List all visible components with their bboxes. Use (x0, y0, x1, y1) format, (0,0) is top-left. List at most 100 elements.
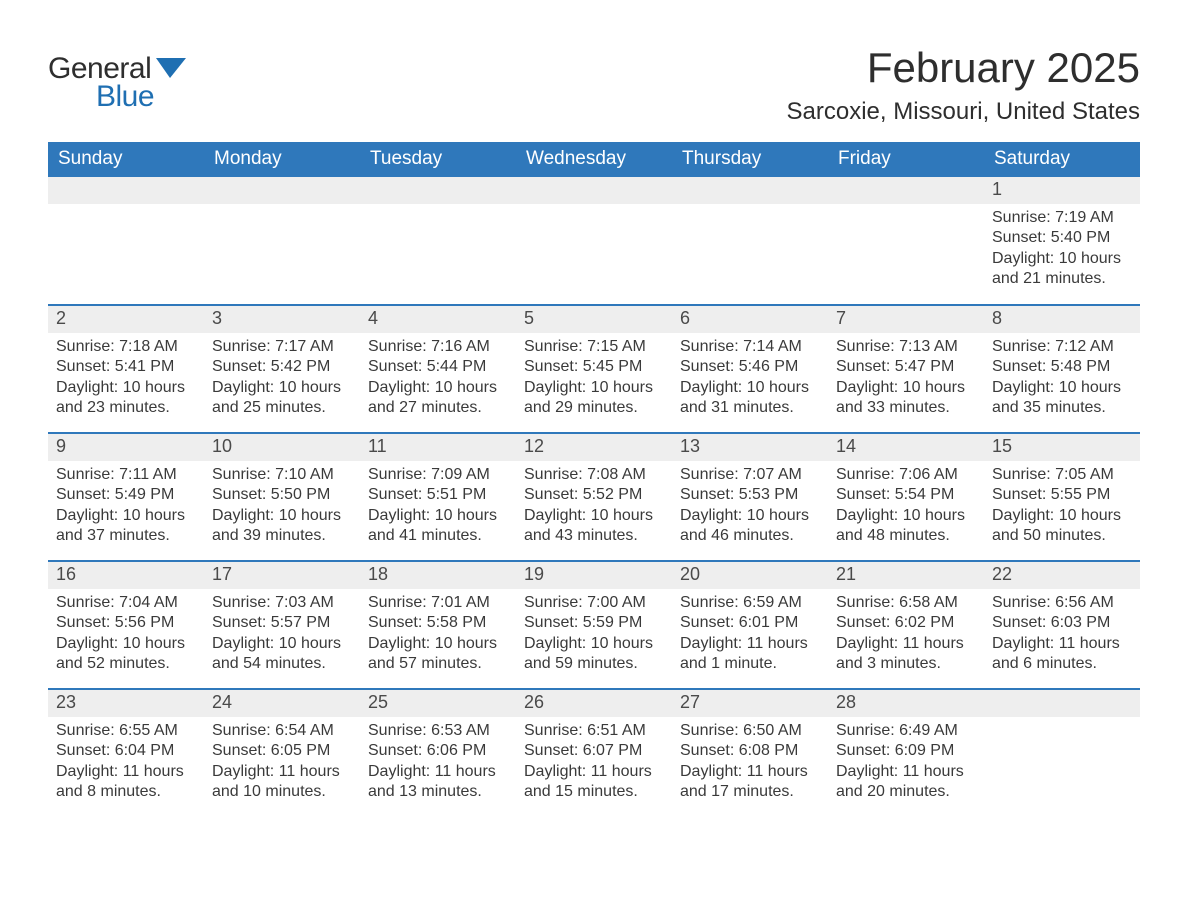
sunset-line: Sunset: 5:42 PM (212, 357, 352, 377)
sunrise-line: Sunrise: 7:10 AM (212, 465, 352, 485)
day-number-bar: 3 (204, 306, 360, 333)
sunset-line: Sunset: 5:51 PM (368, 485, 508, 505)
sunset-line: Sunset: 5:46 PM (680, 357, 820, 377)
weekday-header-row: SundayMondayTuesdayWednesdayThursdayFrid… (48, 142, 1140, 177)
calendar-day-cell: 17Sunrise: 7:03 AMSunset: 5:57 PMDayligh… (204, 561, 360, 689)
weekday-header: Tuesday (360, 142, 516, 177)
calendar-day-cell: 28Sunrise: 6:49 AMSunset: 6:09 PMDayligh… (828, 689, 984, 817)
calendar-day-cell: 16Sunrise: 7:04 AMSunset: 5:56 PMDayligh… (48, 561, 204, 689)
daylight-line: Daylight: 10 hours and 41 minutes. (368, 506, 508, 547)
day-number-bar: 8 (984, 306, 1140, 333)
calendar-day-cell: 26Sunrise: 6:51 AMSunset: 6:07 PMDayligh… (516, 689, 672, 817)
sunset-line: Sunset: 6:03 PM (992, 613, 1132, 633)
daylight-line: Daylight: 11 hours and 8 minutes. (56, 762, 196, 803)
header-row: General Blue February 2025 Sarcoxie, Mis… (48, 38, 1140, 136)
sunset-line: Sunset: 5:59 PM (524, 613, 664, 633)
sunrise-line: Sunrise: 7:09 AM (368, 465, 508, 485)
sunrise-line: Sunrise: 7:14 AM (680, 337, 820, 357)
calendar-day-cell (360, 177, 516, 305)
day-number-bar: 13 (672, 434, 828, 461)
sunset-line: Sunset: 5:53 PM (680, 485, 820, 505)
sunrise-line: Sunrise: 7:19 AM (992, 208, 1132, 228)
sunset-line: Sunset: 6:06 PM (368, 741, 508, 761)
calendar-day-cell: 9Sunrise: 7:11 AMSunset: 5:49 PMDaylight… (48, 433, 204, 561)
sunrise-line: Sunrise: 6:49 AM (836, 721, 976, 741)
calendar-day-cell: 23Sunrise: 6:55 AMSunset: 6:04 PMDayligh… (48, 689, 204, 817)
calendar-day-cell: 24Sunrise: 6:54 AMSunset: 6:05 PMDayligh… (204, 689, 360, 817)
sunset-line: Sunset: 5:52 PM (524, 485, 664, 505)
weekday-header: Saturday (984, 142, 1140, 177)
day-detail: Sunrise: 7:14 AMSunset: 5:46 PMDaylight:… (672, 333, 828, 425)
day-number-bar: 11 (360, 434, 516, 461)
calendar-day-cell: 11 Sunrise: 7:09 AMSunset: 5:51 PMDayligh… (360, 433, 516, 561)
sunrise-line: Sunrise: 6:59 AM (680, 593, 820, 613)
weekday-header: Thursday (672, 142, 828, 177)
day-detail: Sunrise: 7:13 AMSunset: 5:47 PMDaylight:… (828, 333, 984, 425)
sunrise-line: Sunrise: 7:06 AM (836, 465, 976, 485)
day-number-bar: 7 (828, 306, 984, 333)
weekday-header: Monday (204, 142, 360, 177)
calendar-day-cell: 15Sunrise: 7:05 AMSunset: 5:55 PMDayligh… (984, 433, 1140, 561)
day-detail: Sunrise: 7:03 AMSunset: 5:57 PMDaylight:… (204, 589, 360, 681)
logo-word-blue: Blue (96, 80, 186, 114)
day-number-bar: 4 (360, 306, 516, 333)
calendar-table: SundayMondayTuesdayWednesdayThursdayFrid… (48, 142, 1140, 817)
sunset-line: Sunset: 5:40 PM (992, 228, 1132, 248)
daylight-line: Daylight: 10 hours and 35 minutes. (992, 378, 1132, 419)
day-number-bar: 17 (204, 562, 360, 589)
day-number-bar (360, 177, 516, 204)
sunset-line: Sunset: 6:08 PM (680, 741, 820, 761)
day-number-bar: 1 (984, 177, 1140, 204)
calendar-week-row: 16Sunrise: 7:04 AMSunset: 5:56 PMDayligh… (48, 561, 1140, 689)
sunrise-line: Sunrise: 7:18 AM (56, 337, 196, 357)
calendar-day-cell: 4Sunrise: 7:16 AMSunset: 5:44 PMDaylight… (360, 305, 516, 433)
day-detail: Sunrise: 7:17 AMSunset: 5:42 PMDaylight:… (204, 333, 360, 425)
sunrise-line: Sunrise: 6:50 AM (680, 721, 820, 741)
daylight-line: Daylight: 10 hours and 52 minutes. (56, 634, 196, 675)
calendar-day-cell: 8Sunrise: 7:12 AMSunset: 5:48 PMDaylight… (984, 305, 1140, 433)
daylight-line: Daylight: 10 hours and 25 minutes. (212, 378, 352, 419)
calendar-day-cell: 2Sunrise: 7:18 AMSunset: 5:41 PMDaylight… (48, 305, 204, 433)
calendar-day-cell: 22Sunrise: 6:56 AMSunset: 6:03 PMDayligh… (984, 561, 1140, 689)
sunset-line: Sunset: 5:58 PM (368, 613, 508, 633)
sunset-line: Sunset: 5:55 PM (992, 485, 1132, 505)
sunrise-line: Sunrise: 7:05 AM (992, 465, 1132, 485)
day-number-bar (828, 177, 984, 204)
day-number-bar: 23 (48, 690, 204, 717)
sunset-line: Sunset: 5:44 PM (368, 357, 508, 377)
day-number-bar: 14 (828, 434, 984, 461)
sunset-line: Sunset: 6:01 PM (680, 613, 820, 633)
calendar-day-cell: 7Sunrise: 7:13 AMSunset: 5:47 PMDaylight… (828, 305, 984, 433)
calendar-day-cell: 5Sunrise: 7:15 AMSunset: 5:45 PMDaylight… (516, 305, 672, 433)
day-detail: Sunrise: 7:19 AMSunset: 5:40 PMDaylight:… (984, 204, 1140, 296)
logo-text: General Blue (48, 52, 186, 114)
sunrise-line: Sunrise: 6:56 AM (992, 593, 1132, 613)
sunrise-line: Sunrise: 7:01 AM (368, 593, 508, 613)
daylight-line: Daylight: 11 hours and 17 minutes. (680, 762, 820, 803)
title-block: February 2025 Sarcoxie, Missouri, United… (787, 38, 1140, 136)
daylight-line: Daylight: 10 hours and 46 minutes. (680, 506, 820, 547)
sunrise-line: Sunrise: 7:08 AM (524, 465, 664, 485)
sunset-line: Sunset: 5:48 PM (992, 357, 1132, 377)
sunrise-line: Sunrise: 6:55 AM (56, 721, 196, 741)
day-number-bar: 25 (360, 690, 516, 717)
sunset-line: Sunset: 5:47 PM (836, 357, 976, 377)
sunrise-line: Sunrise: 7:00 AM (524, 593, 664, 613)
calendar-day-cell: 13Sunrise: 7:07 AMSunset: 5:53 PMDayligh… (672, 433, 828, 561)
daylight-line: Daylight: 10 hours and 54 minutes. (212, 634, 352, 675)
daylight-line: Daylight: 10 hours and 59 minutes. (524, 634, 664, 675)
sunset-line: Sunset: 5:45 PM (524, 357, 664, 377)
flag-icon (156, 56, 186, 83)
day-number-bar: 2 (48, 306, 204, 333)
sunset-line: Sunset: 5:41 PM (56, 357, 196, 377)
calendar-day-cell (984, 689, 1140, 817)
day-number-bar: 9 (48, 434, 204, 461)
day-detail: Sunrise: 7:15 AMSunset: 5:45 PMDaylight:… (516, 333, 672, 425)
calendar-week-row: 1Sunrise: 7:19 AMSunset: 5:40 PMDaylight… (48, 177, 1140, 305)
calendar-day-cell (672, 177, 828, 305)
calendar-day-cell: 12Sunrise: 7:08 AMSunset: 5:52 PMDayligh… (516, 433, 672, 561)
day-number-bar: 5 (516, 306, 672, 333)
day-number-bar: 18 (360, 562, 516, 589)
daylight-line: Daylight: 10 hours and 57 minutes. (368, 634, 508, 675)
sunset-line: Sunset: 5:50 PM (212, 485, 352, 505)
